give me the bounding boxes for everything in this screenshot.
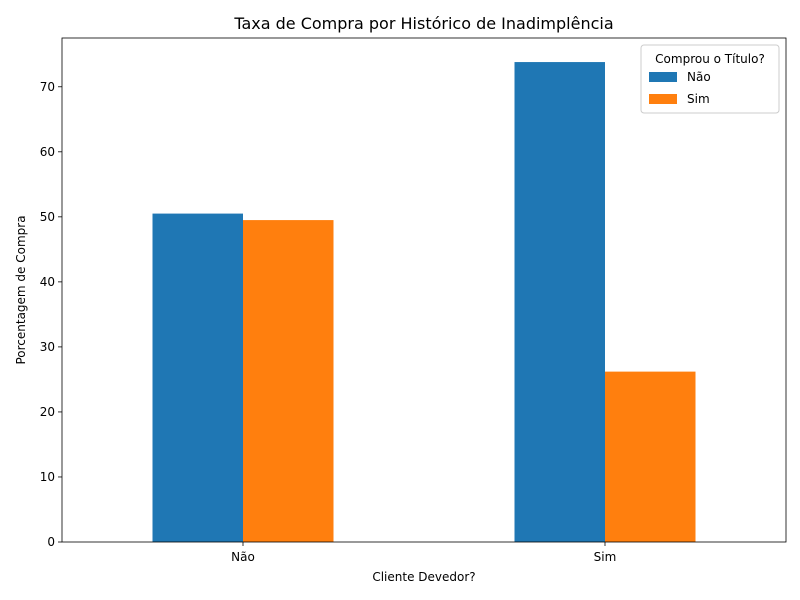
y-tick-label: 10 [40,470,55,484]
bar [243,220,334,542]
axes-frame [61,37,787,543]
bar [514,62,605,542]
legend-entry-label: Sim [687,92,710,106]
legend-title: Comprou o Título? [655,52,765,66]
legend-swatch [649,72,677,82]
chart-title: Taxa de Compra por Histórico de Inadimpl… [233,14,613,33]
y-tick-label: 20 [40,405,55,419]
y-tick-label: 30 [40,340,55,354]
y-axis-label: Porcentagem de Compra [14,215,28,364]
legend-swatch [649,94,677,104]
plot-area: Não Sim 0 10 20 30 40 50 60 70 [40,37,787,564]
y-tick-label: 40 [40,275,55,289]
y-tick-label: 50 [40,210,55,224]
legend: Comprou o Título? Não Sim [640,44,780,114]
y-tick-label: 0 [47,535,55,549]
x-tick-label: Não [231,550,255,564]
legend-entry-label: Não [687,70,711,84]
y-tick-label: 60 [40,145,55,159]
x-tick-label: Sim [594,550,617,564]
bar [152,213,243,542]
y-tick-label: 70 [40,80,55,94]
bar [605,371,696,542]
x-axis-label: Cliente Devedor? [372,570,475,584]
